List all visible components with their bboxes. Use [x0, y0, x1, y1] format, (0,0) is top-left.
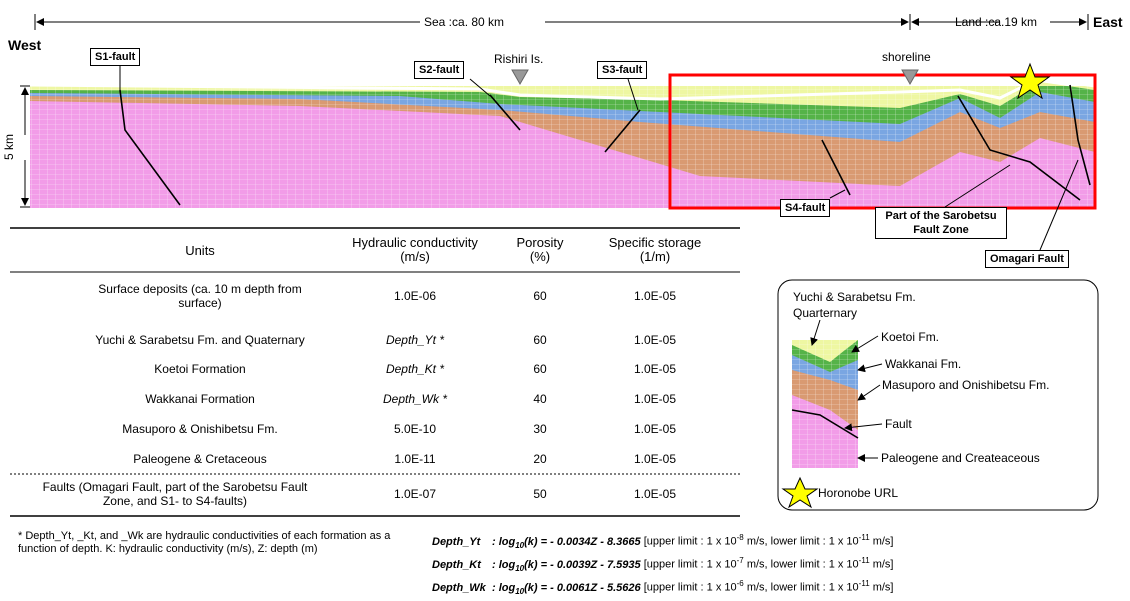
table-cell: Paleogene & Cretaceous — [80, 452, 320, 466]
log: log — [499, 536, 516, 548]
table-cell: Depth_Yt * — [350, 333, 480, 347]
table-cell: 60 — [510, 333, 570, 347]
table-cell: Masuporo & Onishibetsu Fm. — [80, 422, 320, 436]
table-cell: Koetoi Formation — [80, 362, 320, 376]
unit: m/s] — [873, 559, 894, 571]
lower-exp: -11 — [859, 579, 870, 588]
footnote: * Depth_Yt, _Kt, and _Wk are hydraulic c… — [18, 530, 398, 556]
log: log — [499, 582, 516, 594]
rishiri-marker — [512, 70, 528, 84]
s4-label: S4-fault — [780, 199, 830, 217]
table-cell: 1.0E-05 — [600, 392, 710, 406]
table-cell: 60 — [510, 362, 570, 376]
table-cell: 1.0E-05 — [600, 487, 710, 501]
table-cell: Wakkanai Formation — [80, 392, 320, 406]
shoreline-marker — [902, 70, 918, 84]
log-base: 10 — [515, 587, 524, 596]
upper-limit: [upper limit : 1 x 10 — [644, 559, 737, 571]
log-base: 10 — [515, 564, 524, 573]
scale: 5 km — [2, 134, 16, 160]
col-header: Porosity (%) — [510, 236, 570, 264]
unit: m/s] — [873, 536, 894, 548]
legend-url: Horonobe URL — [818, 486, 898, 500]
table-cell: Depth_Wk * — [350, 392, 480, 406]
equation: Depth_Kt: log10(k) = - 0.0039Z - 7.5935 … — [432, 556, 893, 573]
upper-exp: -8 — [737, 533, 744, 542]
table-cell: 1.0E-05 — [600, 289, 710, 303]
east: East — [1093, 15, 1123, 29]
equation: Depth_Wk: log10(k) = - 0.0061Z - 5.5626 … — [432, 579, 893, 596]
page: West East Sea :ca. 80 km Land :ca.19 km … — [0, 0, 1130, 601]
equation-formula: : log10(k) = - 0.0039Z - 7.5935 — [492, 559, 641, 571]
lower-limit: m/s, lower limit : 1 x 10 — [747, 582, 859, 594]
table-cell: 1.0E-05 — [600, 362, 710, 376]
legend-section — [792, 340, 858, 468]
equation-name: Depth_Yt — [432, 536, 492, 548]
upper-limit: [upper limit : 1 x 10 — [644, 582, 737, 594]
col-header: Units — [100, 244, 300, 258]
legend-item: Wakkanai Fm. — [885, 357, 961, 371]
colon: : — [492, 559, 496, 571]
equation-name: Depth_Wk — [432, 582, 492, 594]
table-cell: 60 — [510, 289, 570, 303]
legend-item: Masuporo and Onishibetsu Fm. — [882, 378, 1049, 392]
rhs: (k) = - 0.0034Z - 8.3665 — [524, 536, 640, 548]
table-cell: Surface deposits (ca. 10 m depth from su… — [80, 282, 320, 310]
table-cell: Depth_Kt * — [350, 362, 480, 376]
sea-length: Sea :ca. 80 km — [424, 15, 504, 29]
table-cell: Yuchi & Sarabetsu Fm. and Quaternary — [80, 333, 320, 347]
table-cell: 5.0E-10 — [350, 422, 480, 436]
table-cell: 40 — [510, 392, 570, 406]
legend-item: Yuchi & Sarabetsu Fm. — [793, 290, 916, 304]
rhs: (k) = - 0.0039Z - 7.5935 — [524, 559, 640, 571]
log: log — [499, 559, 516, 571]
legend-star — [783, 478, 817, 507]
s1-label: S1-fault — [90, 48, 140, 66]
lower-limit: m/s, lower limit : 1 x 10 — [747, 559, 859, 571]
sarobetsu-label: Part of the Sarobetsu Fault Zone — [875, 207, 1007, 239]
cross-section — [30, 78, 1095, 208]
col-header: Specific storage (1/m) — [600, 236, 710, 264]
upper-limit: [upper limit : 1 x 10 — [644, 536, 737, 548]
table-cell: 50 — [510, 487, 570, 501]
unit: m/s] — [873, 582, 894, 594]
lower-exp: -11 — [859, 533, 870, 542]
s2-label: S2-fault — [414, 61, 464, 79]
table-cell: 20 — [510, 452, 570, 466]
colon: : — [492, 536, 496, 548]
table-cell: Faults (Omagari Fault, part of the Sarob… — [30, 480, 320, 508]
equation-name: Depth_Kt — [432, 559, 492, 571]
table-cell: 1.0E-05 — [600, 333, 710, 347]
rhs: (k) = - 0.0061Z - 5.5626 — [524, 582, 640, 594]
col-header: Hydraulic conductivity (m/s) — [350, 236, 480, 264]
omagari-label: Omagari Fault — [985, 250, 1069, 268]
west: West — [8, 38, 41, 52]
table-cell: 1.0E-11 — [350, 452, 480, 466]
table-cell: 1.0E-05 — [600, 452, 710, 466]
legend-item: Quarternary — [793, 306, 857, 320]
lower-limit: m/s, lower limit : 1 x 10 — [747, 536, 859, 548]
upper-exp: -6 — [737, 579, 744, 588]
equation-formula: : log10(k) = - 0.0061Z - 5.5626 — [492, 582, 641, 594]
s3-label: S3-fault — [597, 61, 647, 79]
equation: Depth_Yt: log10(k) = - 0.0034Z - 8.3665 … — [432, 533, 893, 550]
land-length: Land :ca.19 km — [955, 15, 1037, 29]
log-base: 10 — [515, 541, 524, 550]
upper-exp: -7 — [737, 556, 744, 565]
legend-item: Paleogene and Createaceous — [881, 451, 1040, 465]
lower-exp: -11 — [859, 556, 870, 565]
table-cell: 1.0E-06 — [350, 289, 480, 303]
table-cell: 1.0E-05 — [600, 422, 710, 436]
legend-item: Koetoi Fm. — [881, 330, 939, 344]
equation-formula: : log10(k) = - 0.0034Z - 8.3665 — [492, 536, 641, 548]
legend-item: Fault — [885, 417, 912, 431]
table-cell: 30 — [510, 422, 570, 436]
table-cell: 1.0E-07 — [350, 487, 480, 501]
colon: : — [492, 582, 496, 594]
shoreline-label: shoreline — [882, 50, 931, 64]
rishiri-label: Rishiri Is. — [494, 52, 543, 66]
